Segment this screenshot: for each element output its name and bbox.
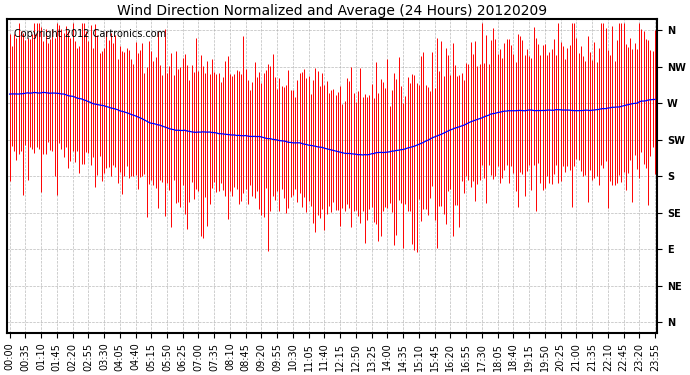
Text: Copyright 2012 Cartronics.com: Copyright 2012 Cartronics.com <box>14 29 166 39</box>
Title: Wind Direction Normalized and Average (24 Hours) 20120209: Wind Direction Normalized and Average (2… <box>117 4 547 18</box>
